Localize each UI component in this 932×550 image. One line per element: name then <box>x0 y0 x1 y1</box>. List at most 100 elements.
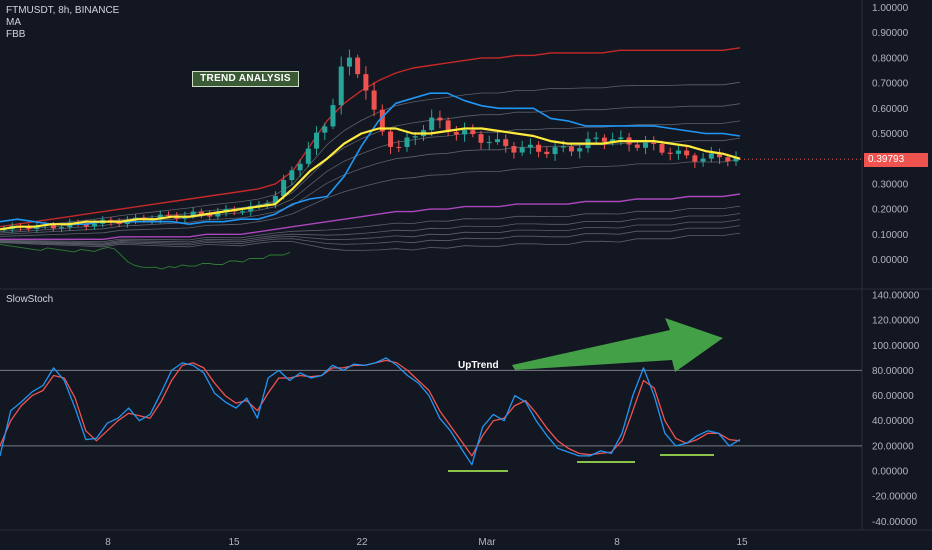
candle-body <box>519 147 525 153</box>
stoch-tick-label: 0.00000 <box>872 467 909 478</box>
indicator-ma: MA <box>6 17 21 28</box>
candle-body <box>330 105 336 127</box>
candle-body <box>618 137 624 140</box>
candle-body <box>560 146 566 148</box>
trend-analysis-label: TREND ANALYSIS <box>192 71 299 87</box>
candle-body <box>396 146 402 148</box>
candle-body <box>569 146 575 152</box>
candle-body <box>708 153 714 159</box>
candle-body <box>297 163 303 171</box>
fbb-bands <box>0 47 741 270</box>
fbb-level-line <box>0 137 741 235</box>
time-tick-label: 8 <box>105 537 111 548</box>
candle-body <box>733 157 739 162</box>
fbb-level-line <box>0 81 741 231</box>
indicator-fbb: FBB <box>6 29 26 40</box>
stoch-tick-label: 80.00000 <box>872 366 914 377</box>
price-tick-label: 0.60000 <box>872 104 909 115</box>
candle-body <box>314 132 320 149</box>
candle-body <box>165 214 171 216</box>
candle-body <box>157 214 163 220</box>
candle-body <box>59 227 65 229</box>
candle-body <box>412 136 418 138</box>
candle-body <box>725 157 731 162</box>
annotations <box>448 318 723 472</box>
candle-body <box>404 137 410 148</box>
fbb-level-line <box>0 159 741 237</box>
symbol-title: FTMUSDT, 8h, BINANCE <box>6 5 120 16</box>
candle-body <box>305 148 311 164</box>
candle-body <box>190 211 196 216</box>
grid-lines <box>0 0 932 531</box>
fbb-level-line <box>0 213 741 244</box>
candle-body <box>486 142 492 144</box>
candle-body <box>322 126 328 133</box>
stoch-tick-label: 40.00000 <box>872 416 914 427</box>
time-tick-label: 15 <box>228 537 240 548</box>
price-tick-label: 0.20000 <box>872 205 909 216</box>
candle-body <box>577 148 583 152</box>
candle-body <box>388 131 394 147</box>
time-tick-label: 8 <box>614 537 620 548</box>
candle-body <box>240 211 246 213</box>
price-tick-label: 0.70000 <box>872 79 909 90</box>
candle-body <box>552 147 558 155</box>
uptrend-arrow <box>512 318 723 372</box>
price-lines <box>0 92 862 231</box>
candle-body <box>503 139 509 147</box>
candle-body <box>264 203 270 205</box>
candle-body <box>50 224 56 229</box>
price-tick-label: 0.00000 <box>872 255 909 266</box>
candle-body <box>494 139 500 143</box>
stoch-title: SlowStoch <box>6 294 54 305</box>
candle-body <box>289 170 295 181</box>
candle-body <box>363 74 369 91</box>
stoch-tick-label: 20.00000 <box>872 441 914 452</box>
candle-body <box>684 150 690 156</box>
candle-body <box>198 211 204 215</box>
candle-body <box>470 130 476 135</box>
candle-body <box>379 109 385 132</box>
candle-body <box>355 57 361 75</box>
candle-body <box>462 130 468 135</box>
candle-body <box>692 155 698 162</box>
stoch-tick-label: -40.00000 <box>872 517 917 528</box>
fbb-basis-line <box>0 193 741 241</box>
candle-body <box>437 117 443 121</box>
candle-body <box>634 144 640 148</box>
candle-body <box>643 142 649 148</box>
stoch-k-line <box>0 357 741 466</box>
last-price-tag: 0.39793 <box>864 153 928 167</box>
candle-body <box>215 212 221 217</box>
candle-body <box>429 117 435 131</box>
stoch-tick-label: -20.00000 <box>872 492 917 503</box>
candle-body <box>453 131 459 135</box>
price-tick-label: 0.30000 <box>872 179 909 190</box>
candle-body <box>511 146 517 153</box>
ma-line <box>0 127 741 231</box>
candle-body <box>659 143 665 153</box>
price-tick-label: 1.00000 <box>872 3 909 14</box>
candle-body <box>371 90 377 110</box>
candle-body <box>445 120 451 132</box>
stoch-legend: SlowStoch <box>6 294 53 306</box>
candle-body <box>700 158 706 162</box>
candle-body <box>651 142 657 144</box>
fbb-level-line <box>0 225 741 246</box>
blue-line <box>0 92 741 225</box>
fbb-level-line <box>0 232 741 251</box>
candle-body <box>207 214 213 217</box>
candle-body <box>527 144 533 148</box>
price-tick-label: 0.10000 <box>872 230 909 241</box>
price-tick-label: 0.80000 <box>872 53 909 64</box>
candle-body <box>717 153 723 158</box>
candle-body <box>593 137 599 139</box>
fbb-level-line <box>0 205 741 243</box>
time-tick-label: 22 <box>356 537 368 548</box>
candle-body <box>478 134 484 143</box>
candle-body <box>667 152 673 154</box>
stoch-lines <box>0 357 741 466</box>
fbb-lower-line <box>0 243 291 270</box>
fbb-level-line <box>0 219 741 245</box>
